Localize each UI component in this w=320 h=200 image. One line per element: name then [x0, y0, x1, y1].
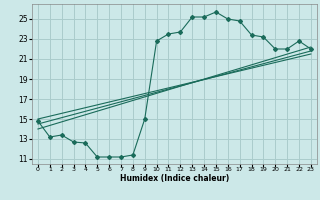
X-axis label: Humidex (Indice chaleur): Humidex (Indice chaleur) — [120, 174, 229, 183]
